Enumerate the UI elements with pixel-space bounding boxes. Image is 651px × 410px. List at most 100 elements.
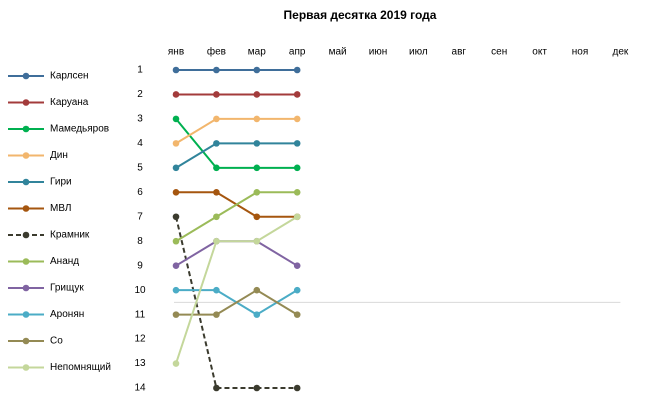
series-line: [175, 118, 298, 169]
legend-label: Ананд: [50, 256, 79, 267]
x-tick-label: окт: [532, 47, 547, 58]
y-tick-label: 10: [134, 285, 146, 296]
point: [253, 91, 261, 98]
legend-label: Крамник: [50, 230, 90, 241]
legend-marker: [22, 205, 30, 212]
point: [213, 189, 220, 196]
legend-label: Аронян: [50, 309, 84, 320]
point: [253, 384, 261, 392]
legend-label: МВЛ: [50, 203, 71, 214]
point: [293, 91, 301, 98]
x-tick-label: сен: [491, 47, 507, 58]
y-tick-label: 3: [137, 114, 143, 125]
x-tick-label: фев: [207, 46, 226, 58]
x-tick-label: янв: [168, 47, 184, 58]
legend-label: Со: [50, 336, 63, 347]
series-line: [175, 117, 298, 145]
x-tick-label: июн: [369, 47, 388, 58]
point: [293, 164, 301, 172]
legend-marker: [22, 337, 30, 345]
series-line: [175, 216, 298, 389]
point: [213, 384, 220, 392]
point: [172, 164, 180, 172]
legend-marker: [22, 231, 30, 239]
series-line: [176, 288, 298, 316]
legend-label: Карлсен: [50, 71, 89, 82]
legend-label: Гири: [50, 177, 72, 188]
x-tick-label: июл: [409, 47, 428, 58]
point: [253, 115, 261, 123]
point: [213, 164, 220, 172]
series-line: [175, 191, 298, 243]
point: [293, 189, 301, 196]
point: [172, 286, 180, 294]
point: [253, 213, 261, 221]
point: [172, 360, 180, 367]
point: [213, 115, 220, 123]
y-tick-label: 13: [134, 358, 146, 369]
y-tick-label: 1: [137, 65, 143, 76]
legend-marker: [22, 178, 30, 186]
point: [172, 262, 180, 269]
point: [213, 91, 220, 98]
point: [172, 115, 180, 123]
y-tick-label: 6: [137, 187, 143, 198]
point: [172, 213, 180, 221]
legend-label: Мамедьяров: [50, 124, 109, 135]
point: [253, 237, 261, 245]
point: [172, 91, 180, 98]
y-tick-label: 9: [137, 260, 143, 271]
y-tick-label: 4: [137, 138, 143, 149]
point: [253, 311, 261, 318]
point: [293, 311, 301, 318]
point: [213, 286, 220, 294]
y-tick-label: 12: [134, 334, 146, 345]
legend-marker: [22, 125, 30, 133]
series-line: [175, 215, 298, 364]
legend-marker: [22, 258, 30, 265]
x-tick-label: дек: [613, 47, 629, 58]
point: [253, 286, 261, 294]
point: [293, 384, 301, 392]
point: [172, 140, 180, 147]
point: [253, 189, 261, 196]
x-tick-label: авг: [452, 47, 467, 58]
y-tick-label: 2: [137, 89, 143, 100]
point: [253, 140, 261, 147]
x-tick-label: май: [329, 47, 347, 58]
x-tick-label: ноя: [572, 47, 589, 58]
x-tick-label: апр: [289, 47, 306, 58]
point: [253, 164, 261, 172]
legend-marker: [22, 284, 30, 292]
y-tick-label: 8: [137, 236, 143, 247]
point: [293, 286, 301, 294]
legend-marker: [22, 364, 30, 371]
point: [293, 213, 301, 221]
y-tick-label: 5: [137, 162, 143, 173]
chart-title: Первая десятка 2019 года: [284, 8, 437, 22]
legend-label: Каруана: [50, 97, 89, 108]
legend-label: Грищук: [50, 283, 84, 294]
legend-label: Непомнящий: [50, 362, 111, 373]
legend-label: Дин: [50, 150, 68, 161]
series-line: [175, 142, 298, 169]
point: [213, 237, 220, 245]
y-tick-label: 14: [134, 383, 146, 394]
legend-marker: [22, 72, 30, 80]
series-line: [175, 240, 298, 267]
point: [293, 262, 301, 269]
point: [293, 140, 301, 147]
legend-marker: [22, 311, 30, 318]
point: [172, 237, 180, 245]
legend-marker: [22, 152, 30, 159]
point: [172, 189, 180, 196]
point: [172, 66, 180, 74]
legend-marker: [22, 99, 30, 106]
point: [213, 311, 220, 318]
x-tick-label: мар: [248, 47, 266, 58]
point: [213, 140, 220, 147]
point: [293, 66, 301, 74]
point: [172, 311, 180, 318]
point: [253, 66, 261, 74]
